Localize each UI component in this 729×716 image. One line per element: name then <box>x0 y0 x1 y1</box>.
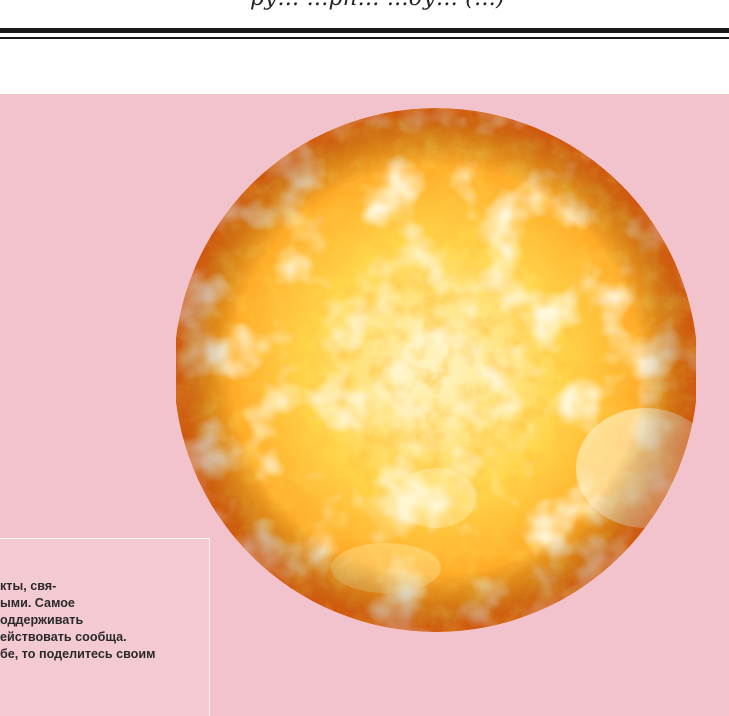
article-line: кты, свя- <box>0 579 57 593</box>
article-body-text: кты, свя- ыми. Самое оддерживать ействов… <box>0 578 230 663</box>
running-header-fragment: ру... ...рн... ...ду... (...) <box>250 0 729 11</box>
article-line: бе, то поделитесь своим <box>0 647 156 661</box>
sidebar-box <box>0 538 210 716</box>
sidebar-divider <box>209 538 210 716</box>
header-rule-thick <box>0 28 729 33</box>
article-line: ействовать сообща. <box>0 630 127 644</box>
sidebar-top-border <box>0 538 209 539</box>
sun-image <box>176 108 696 632</box>
article-line: оддерживать <box>0 613 84 627</box>
header-rule-thin <box>0 37 729 39</box>
article-line: ыми. Самое <box>0 596 75 610</box>
sun-illustration <box>176 28 696 716</box>
